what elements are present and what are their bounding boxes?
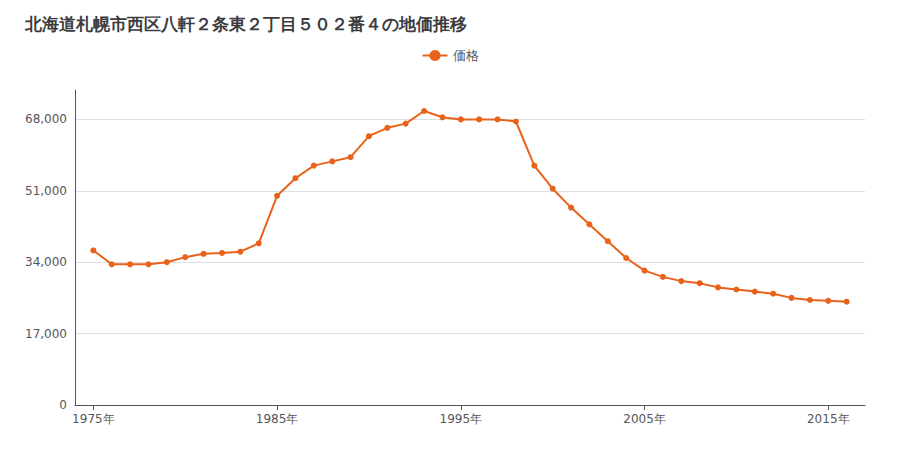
svg-text:1975年: 1975年 bbox=[72, 412, 115, 426]
svg-text:0: 0 bbox=[59, 398, 67, 412]
svg-text:34,000: 34,000 bbox=[25, 255, 67, 269]
svg-text:17,000: 17,000 bbox=[25, 327, 67, 341]
svg-text:2015年: 2015年 bbox=[807, 412, 850, 426]
svg-text:2005年: 2005年 bbox=[623, 412, 666, 426]
svg-text:1995年: 1995年 bbox=[440, 412, 483, 426]
svg-text:68,000: 68,000 bbox=[25, 112, 67, 126]
svg-text:北海道札幌市西区八軒２条東２丁目５０２番４の地価推移: 北海道札幌市西区八軒２条東２丁目５０２番４の地価推移 bbox=[24, 14, 467, 34]
svg-text:51,000: 51,000 bbox=[25, 184, 67, 198]
svg-text:1985年: 1985年 bbox=[256, 412, 299, 426]
svg-text:価格: 価格 bbox=[453, 48, 479, 63]
